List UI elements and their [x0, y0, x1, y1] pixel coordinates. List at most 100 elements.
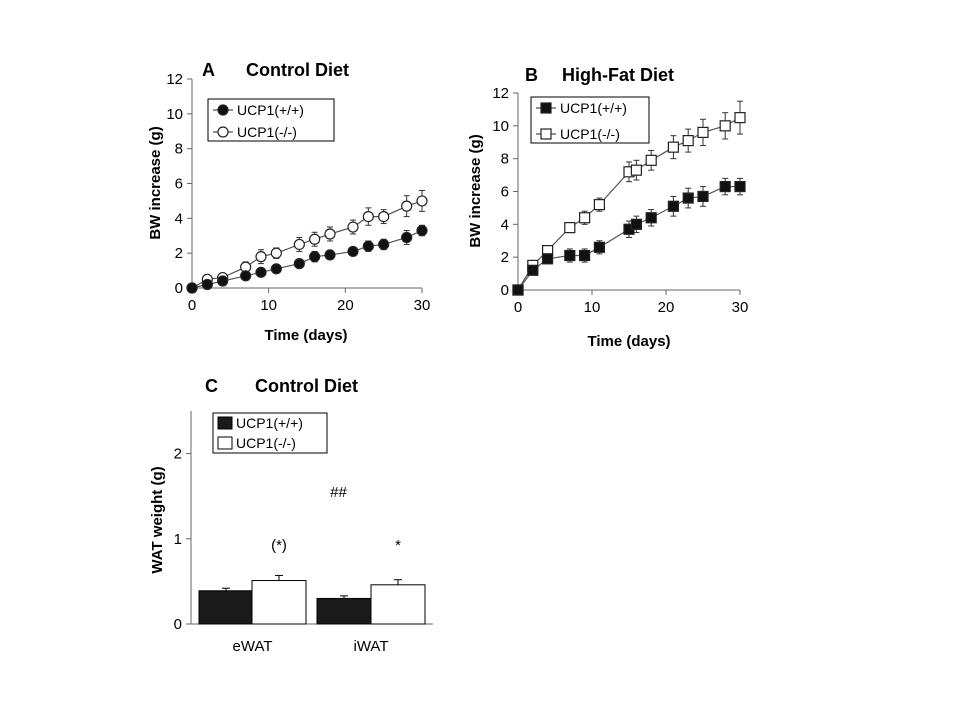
panel-b-data-point — [719, 120, 731, 132]
panel-a-data-point — [362, 240, 374, 252]
panel-b-legend-marker — [540, 102, 552, 114]
panel-a-data-point — [217, 275, 229, 287]
panel-a-data-point — [201, 278, 213, 291]
panel-a-data-point — [378, 210, 390, 223]
panel-c-y-tick-label: 1 — [174, 531, 182, 548]
panel-b-data-point — [564, 222, 576, 234]
panel-b-x-axis-title: Time (days) — [587, 333, 670, 350]
panel-a-y-tick-label: 6 — [175, 176, 183, 193]
panel-a-data-point — [270, 247, 282, 259]
panel-b-data-point — [682, 135, 694, 147]
panel-a-data-point — [401, 200, 413, 212]
panel-c-category-label: iWAT — [354, 638, 389, 655]
panel-a-data-point — [270, 263, 282, 275]
panel-b-data-point — [719, 180, 731, 193]
panel-c-legend-label: UCP1(+/+) — [236, 415, 303, 431]
panel-b-data-point — [645, 212, 657, 224]
panel-a-y-tick-label: 8 — [175, 141, 183, 158]
panel-b-y-tick-label: 0 — [501, 282, 509, 299]
panel-b-y-axis-title: BW increase (g) — [467, 134, 484, 247]
panel-c-legend-swatch — [217, 416, 233, 430]
panel-a-legend-box — [207, 98, 335, 142]
panel-b-data-point — [512, 284, 524, 296]
panel-a-data-point — [324, 228, 336, 240]
panel-b-legend: UCP1(+/+) UCP1(-/-) — [530, 96, 650, 144]
panel-b-data-point — [630, 218, 643, 230]
panel-a-data-point — [255, 251, 267, 263]
panel-b-y-tick-label: 4 — [501, 216, 509, 233]
panel-b-title: High-Fat Diet — [562, 65, 674, 85]
panel-a-axes: 0 2 4 6 8 10 12 0 10 20 30 — [166, 71, 430, 314]
panel-b-data-point — [645, 154, 657, 166]
panel-b-data-point — [578, 249, 591, 262]
panel-a-data-point — [401, 231, 413, 244]
panel-b-legend-label: UCP1(+/+) — [560, 100, 627, 116]
panel-a-title: Control Diet — [246, 60, 349, 80]
panel-a-legend-marker — [217, 104, 229, 116]
panel-b-letter: B — [525, 65, 538, 85]
panel-c-category-label: eWAT — [233, 638, 273, 655]
panel-b-data-point — [527, 264, 539, 276]
panel-b-data-point — [667, 141, 680, 153]
panel-c-bar — [370, 584, 426, 625]
panel-b-data-point — [593, 199, 606, 211]
panel-a-y-tick-label: 2 — [175, 245, 183, 262]
panel-c-y-tick-label: 0 — [174, 616, 182, 633]
panel-a-data-point — [240, 270, 252, 282]
panel-a-x-tick-label: 0 — [188, 297, 196, 314]
panel-b-x-tick-label: 0 — [514, 299, 522, 316]
panel-b-legend-label: UCP1(-/-) — [560, 126, 620, 142]
panel-c-marks: (*) * ## — [198, 484, 426, 625]
panel-a-y-tick-label: 0 — [175, 280, 183, 297]
panel-b-data-point — [682, 192, 694, 204]
panel-c-y-tick-label: 2 — [174, 446, 182, 463]
panel-b-x-tick-label: 10 — [584, 299, 601, 316]
panel-a-x-tick-label: 10 — [260, 297, 277, 314]
panel-c-legend-swatch — [217, 436, 233, 450]
panel-a-y-tick-label: 4 — [175, 210, 183, 227]
panel-a-legend-marker — [217, 126, 229, 138]
panel-b-data-point — [630, 164, 643, 176]
panel-a-data-point — [293, 258, 305, 270]
panel-c-y-axis-title: WAT weight (g) — [149, 466, 166, 573]
panel-a-x-tick-label: 20 — [337, 297, 354, 314]
panel-c-significance-mark: (*) — [271, 537, 287, 554]
panel-c-legend-label: UCP1(-/-) — [236, 435, 296, 451]
panel-a-data-point — [309, 251, 321, 263]
panel-a-data-point — [347, 245, 359, 258]
panel-b-data-point — [697, 126, 709, 139]
panel-c: C Control Diet 0 1 2 eWAT iWAT (*) * ## UCP1(+… — [149, 376, 433, 655]
panel-a-data-point — [416, 224, 428, 237]
panel-b-y-tick-label: 12 — [492, 85, 509, 102]
panel-a-x-axis-title: Time (days) — [264, 327, 347, 344]
panel-b-y-tick-label: 2 — [501, 249, 509, 266]
panel-c-letter: C — [205, 376, 218, 396]
panel-b-x-tick-label: 30 — [732, 299, 749, 316]
panel-c-title: Control Diet — [255, 376, 358, 396]
panel-b-data-point — [593, 241, 606, 253]
panel-c-bar — [251, 580, 307, 625]
panel-a-legend-label: UCP1(-/-) — [237, 124, 297, 140]
panel-b-data-point — [734, 112, 746, 124]
panel-c-bar — [316, 597, 372, 625]
panel-b-y-tick-label: 6 — [501, 184, 509, 201]
panel-a-data-point — [362, 210, 374, 223]
panel-b-y-tick-label: 8 — [501, 151, 509, 168]
panel-b-data-point — [564, 249, 576, 262]
panel-a-data-point — [347, 221, 359, 233]
panel-b-data-point — [734, 180, 746, 193]
panel-a-y-tick-label: 10 — [166, 106, 183, 123]
panel-b-data-point — [697, 190, 709, 203]
panel-c-legend: UCP1(+/+) UCP1(-/-) — [212, 412, 328, 454]
panel-a-data-point — [378, 238, 390, 251]
panel-b-legend-marker — [540, 128, 552, 140]
panel-a-data-point — [324, 249, 336, 261]
panel-a-y-tick-label: 12 — [166, 71, 183, 88]
panel-c-significance-mark: ## — [330, 484, 347, 501]
panel-a-x-tick-label: 30 — [414, 297, 431, 314]
panel-b-axes: 0 2 4 6 8 10 12 0 10 20 30 — [492, 85, 748, 316]
panel-b-y-tick-label: 10 — [492, 118, 509, 135]
panel-a-data-point — [186, 282, 198, 294]
panel-b-data-point — [667, 200, 680, 212]
